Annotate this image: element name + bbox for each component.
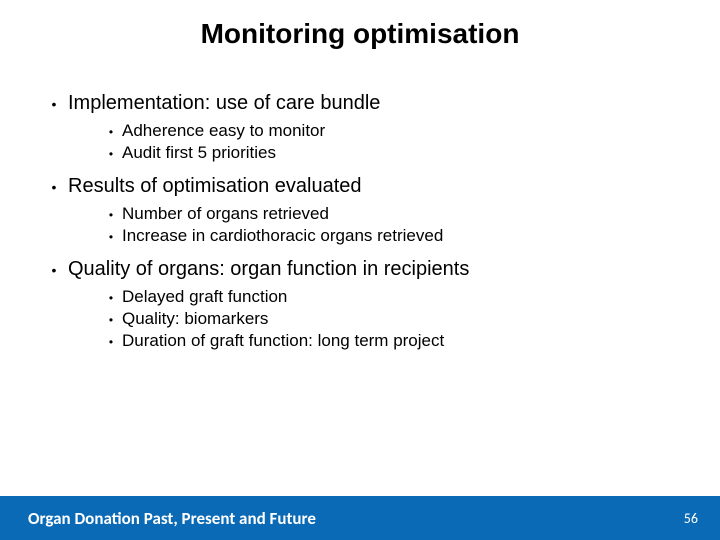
page-number: 56 (684, 510, 698, 527)
list-item: • Implementation: use of care bundle •Ad… (40, 92, 680, 163)
list-item: • Results of optimisation evaluated •Num… (40, 175, 680, 246)
bullet-icon: • (100, 335, 122, 349)
sub-list: •Number of organs retrieved •Increase in… (100, 204, 680, 246)
bullet-list: • Implementation: use of care bundle •Ad… (40, 92, 680, 351)
slide-title: Monitoring optimisation (0, 0, 720, 74)
bullet-icon: • (40, 179, 68, 195)
list-item-text: Quality: biomarkers (122, 309, 268, 329)
list-item: •Number of organs retrieved (100, 204, 680, 224)
list-item-text: Quality of organs: organ function in rec… (68, 258, 469, 281)
list-item-text: Duration of graft function: long term pr… (122, 331, 444, 351)
list-item-text: Increase in cardiothoracic organs retrie… (122, 226, 443, 246)
sub-list: •Adherence easy to monitor •Audit first … (100, 121, 680, 163)
sub-list: •Delayed graft function •Quality: biomar… (100, 287, 680, 351)
list-item-text: Implementation: use of care bundle (68, 92, 380, 115)
list-item: •Quality: biomarkers (100, 309, 680, 329)
bullet-icon: • (40, 262, 68, 278)
bullet-icon: • (100, 230, 122, 244)
slide-body: • Implementation: use of care bundle •Ad… (0, 92, 720, 351)
list-item: • Quality of organs: organ function in r… (40, 258, 680, 351)
list-item-text: Audit first 5 priorities (122, 143, 276, 163)
footer-title: Organ Donation Past, Present and Future (28, 508, 316, 529)
bullet-icon: • (100, 291, 122, 305)
bullet-icon: • (100, 313, 122, 327)
slide: Monitoring optimisation • Implementation… (0, 0, 720, 540)
list-item: •Delayed graft function (100, 287, 680, 307)
list-item: •Adherence easy to monitor (100, 121, 680, 141)
bullet-icon: • (100, 125, 122, 139)
bullet-icon: • (100, 208, 122, 222)
list-item: •Increase in cardiothoracic organs retri… (100, 226, 680, 246)
list-item-text: Delayed graft function (122, 287, 287, 307)
list-item-text: Results of optimisation evaluated (68, 175, 362, 198)
bullet-icon: • (100, 147, 122, 161)
list-item: •Duration of graft function: long term p… (100, 331, 680, 351)
footer-bar: Organ Donation Past, Present and Future … (0, 496, 720, 540)
list-item-text: Adherence easy to monitor (122, 121, 325, 141)
list-item: •Audit first 5 priorities (100, 143, 680, 163)
bullet-icon: • (40, 96, 68, 112)
list-item-text: Number of organs retrieved (122, 204, 329, 224)
